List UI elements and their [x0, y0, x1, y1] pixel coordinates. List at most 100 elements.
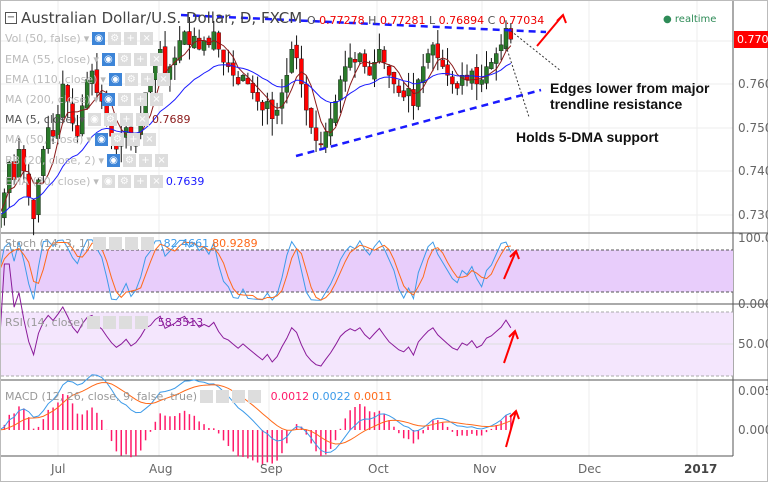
close-icon[interactable]: ×	[149, 175, 163, 188]
eye-icon[interactable]: ◉	[101, 93, 115, 106]
candle	[459, 75, 465, 86]
symbol-title: Australian Dollar/U.S. Dollar, D, FXCM	[21, 9, 303, 27]
gear-icon[interactable]: ⚙	[124, 73, 138, 86]
chevron-down-icon[interactable]: ▾	[86, 133, 92, 146]
indicator-legend[interactable]: EMA (55, close) ▾ ◉ ⚙ + ×	[5, 53, 166, 66]
x-tick: 2017	[684, 462, 718, 476]
gear-icon[interactable]: ⚙	[123, 154, 137, 167]
candle	[221, 49, 226, 63]
macd-signal-line	[1, 382, 512, 445]
eye-icon[interactable]: ◉	[92, 32, 106, 45]
x-tick: Aug	[149, 462, 173, 476]
candle	[323, 131, 328, 148]
plus-icon[interactable]: +	[133, 175, 147, 188]
candle	[274, 109, 280, 116]
indicator-legend[interactable]: EMA (20, close) ▾ ◉ ⚙ + × 0.7639	[5, 175, 204, 188]
gear-icon[interactable]: ⚙	[103, 113, 117, 126]
plus-icon[interactable]: +	[126, 133, 140, 146]
gear-icon[interactable]: ⚙	[117, 93, 131, 106]
x-tick: Nov	[473, 462, 497, 476]
candle	[382, 49, 387, 63]
gear-icon[interactable]: ⚙	[108, 32, 122, 45]
close-icon[interactable]: ×	[135, 113, 149, 126]
candle	[187, 31, 192, 46]
candle	[318, 143, 324, 146]
candle	[279, 92, 285, 109]
candle	[41, 149, 46, 176]
candle	[235, 77, 241, 85]
chevron-down-icon[interactable]: ▾	[93, 175, 99, 188]
gear-icon[interactable]: ⚙	[110, 133, 124, 146]
indicator-legend[interactable]: EMA (110, close) ▾ ◉ ⚙ + ×	[5, 73, 173, 86]
candle	[172, 57, 178, 66]
eye-icon[interactable]: ◉	[87, 113, 101, 126]
chevron-down-icon[interactable]: ▾	[93, 93, 99, 106]
candle	[94, 69, 100, 93]
gear-icon[interactable]: ⚙	[117, 175, 131, 188]
candle	[260, 101, 265, 111]
close-icon[interactable]: ×	[149, 93, 163, 106]
plus-icon[interactable]: +	[133, 53, 147, 66]
candle	[46, 127, 51, 150]
collapse-icon[interactable]: −	[5, 12, 17, 24]
plus-icon[interactable]: +	[124, 32, 138, 45]
eye-icon[interactable]: ◉	[94, 133, 108, 146]
plus-icon[interactable]: +	[140, 73, 154, 86]
eye-icon[interactable]: ◉	[101, 175, 115, 188]
y-tick: 0.74000	[738, 164, 768, 178]
candle	[343, 66, 348, 82]
eye-icon[interactable]: ◉	[101, 53, 115, 66]
indicator-legend[interactable]: MA (5, close) ▾ ◉ ⚙ + × 0.7689	[5, 113, 190, 126]
ma5-line	[1, 39, 512, 213]
candle	[479, 79, 484, 85]
eye-icon[interactable]: ◉	[108, 73, 122, 86]
close-icon[interactable]: ×	[140, 32, 154, 45]
rsi-legend[interactable]: RSI (14, close) 58.3513	[5, 316, 204, 329]
indicator-legend[interactable]: BB (20, close, 2) ▾ ◉ ⚙ + ×	[5, 154, 171, 167]
annotation-edges-lower: Edges lower from major trendline resistan…	[550, 80, 710, 112]
annotation-holds-support: Holds 5-DMA support	[516, 129, 659, 145]
stoch-tick: 100.0000	[738, 231, 768, 245]
candle	[420, 66, 426, 84]
candle	[89, 70, 95, 84]
eye-icon[interactable]: ◉	[107, 154, 121, 167]
resistance-trendline	[180, 13, 547, 34]
candle	[2, 192, 7, 219]
macd-tick: 0.0000	[738, 423, 768, 437]
plus-icon[interactable]: +	[139, 154, 153, 167]
candle	[65, 85, 70, 102]
close-icon[interactable]: ×	[142, 133, 156, 146]
candle	[1, 214, 2, 228]
close-icon[interactable]: ×	[149, 53, 163, 66]
indicator-legend[interactable]: MA (200, close) ▾ ◉ ⚙ + ×	[5, 93, 166, 106]
indicator-label: Vol (50, false)	[5, 32, 81, 45]
candle	[386, 66, 392, 76]
plus-icon[interactable]: +	[119, 113, 133, 126]
candle	[255, 92, 260, 102]
candle	[245, 77, 251, 85]
chevron-down-icon[interactable]: ▾	[83, 32, 90, 45]
candle	[352, 59, 358, 63]
stoch-band	[1, 250, 733, 292]
indicator-legend[interactable]: Vol (50, false) ▾ ◉ ⚙ + ×	[5, 32, 156, 45]
chevron-down-icon[interactable]: ▾	[100, 73, 106, 86]
stoch-d-line	[1, 241, 511, 301]
chevron-down-icon[interactable]: ▾	[98, 154, 105, 167]
plus-icon[interactable]: +	[133, 93, 147, 106]
close-icon[interactable]: ×	[155, 154, 169, 167]
indicator-label: BB (20, close, 2)	[5, 154, 96, 167]
candle	[469, 70, 475, 84]
gear-icon[interactable]: ⚙	[117, 53, 131, 66]
stoch-legend[interactable]: Stoch (14, 3, 1) 82.4661 80.9289	[5, 237, 258, 250]
red-arrow-icon	[505, 410, 517, 448]
macd-legend[interactable]: MACD (12, 26, close, 9, false, true) 0.0…	[5, 390, 393, 403]
candle	[440, 59, 445, 67]
indicator-legend[interactable]: MA (50, close) ▾ ◉ ⚙ + ×	[5, 133, 159, 146]
chevron-down-icon[interactable]: ▾	[93, 53, 99, 66]
candle	[333, 101, 338, 124]
candle	[84, 79, 90, 109]
candle	[313, 127, 319, 141]
close-icon[interactable]: ×	[156, 73, 170, 86]
chevron-down-icon[interactable]: ▾	[79, 113, 85, 126]
